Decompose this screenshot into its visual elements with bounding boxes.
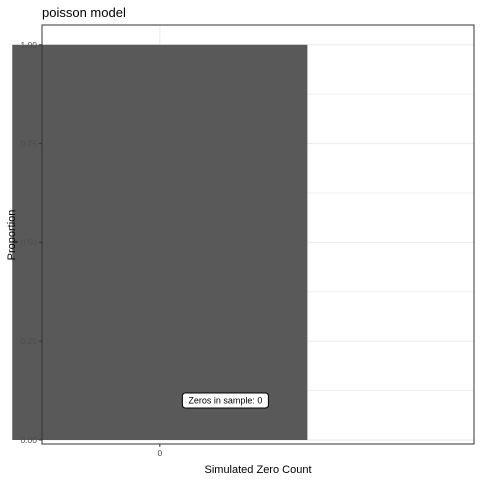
annotation-box	[181, 392, 269, 409]
y-axis-title: Proportion	[6, 210, 18, 261]
y-axis: 0.00 0.25 0.50 0.75 1.00	[20, 40, 42, 445]
bar-layer	[12, 44, 308, 441]
annotation-label: Zeros in sample: 0	[188, 395, 262, 405]
y-tick-label: 0.50	[20, 237, 37, 247]
y-tick-label: 0.00	[20, 435, 37, 445]
y-tick-label: 0.75	[20, 139, 37, 149]
y-tick-label: 0.25	[20, 336, 37, 346]
y-tick-label: 1.00	[20, 40, 37, 50]
panel-border	[41, 24, 475, 445]
x-axis-title: Simulated Zero Count	[205, 464, 312, 476]
annotation: Zeros in sample: 0	[181, 392, 269, 409]
x-axis: 0	[157, 444, 162, 458]
x-tick-label: 0	[157, 448, 162, 458]
bar-0	[12, 44, 308, 441]
plot-title: poisson model	[42, 5, 126, 20]
